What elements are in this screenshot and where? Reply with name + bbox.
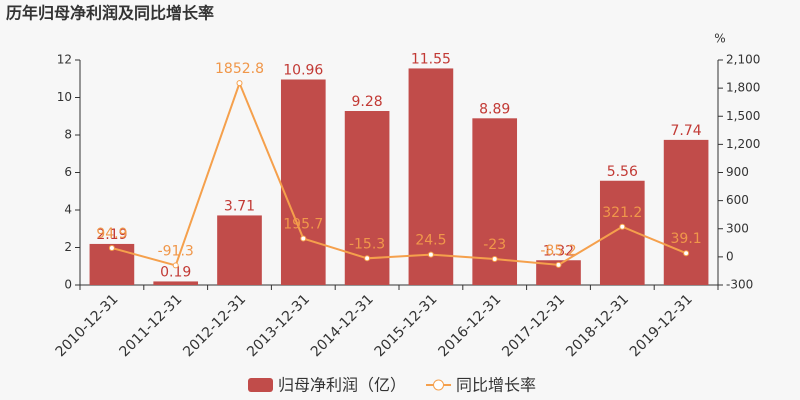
y2-tick-label: -300 — [726, 278, 753, 292]
y2-tick-label: 1,800 — [726, 81, 760, 95]
bar-value-label: 2.19 — [96, 227, 127, 243]
line-point — [172, 262, 179, 269]
line-value-label: 24.5 — [415, 233, 446, 249]
line-point — [364, 255, 371, 262]
y2-tick-label: 2,100 — [726, 53, 760, 67]
bar-value-label: 9.28 — [352, 94, 383, 110]
bar — [153, 281, 199, 285]
line-value-label: -23 — [483, 237, 506, 253]
line-value-label: 39.1 — [671, 231, 702, 247]
y2-tick-label: 300 — [726, 221, 749, 235]
bar-value-label: 3.71 — [224, 198, 255, 214]
line-point — [683, 250, 690, 257]
y2-tick-label: 1,500 — [726, 109, 760, 123]
legend-swatch — [248, 378, 273, 392]
y-tick-label: 2 — [64, 240, 72, 254]
y2-unit: % — [714, 32, 725, 46]
y-tick-label: 4 — [64, 203, 72, 217]
bar-value-label: 1.32 — [543, 243, 574, 259]
line-point — [300, 235, 307, 242]
line-point — [491, 256, 498, 263]
y-tick-label: 0 — [64, 278, 72, 292]
line — [111, 80, 687, 267]
line-value-label: 1852.8 — [215, 61, 264, 77]
bar-value-label: 0.19 — [160, 264, 191, 280]
y2-tick-label: 600 — [726, 193, 749, 207]
legend-swatch — [433, 379, 445, 391]
bar-value-label: 8.89 — [479, 101, 510, 117]
line-value-label: -91.3 — [158, 243, 194, 259]
line-point — [555, 261, 562, 268]
line-point — [619, 223, 626, 230]
bar — [280, 79, 326, 285]
bar-value-label: 10.96 — [283, 63, 323, 79]
line-value-label: -85.2 — [540, 243, 576, 259]
y2-tick-label: 0 — [726, 249, 734, 263]
chart-title: 历年归母净利润及同比增长率 — [6, 4, 214, 23]
line-point — [427, 251, 434, 258]
bar — [663, 139, 709, 285]
line-value-label: 94.9 — [96, 226, 127, 242]
y-tick-label: 12 — [57, 53, 72, 67]
line-point — [108, 244, 115, 251]
bar-value-label: 11.55 — [411, 51, 451, 67]
y2-tick-label: 1,200 — [726, 137, 760, 151]
legend-label: 归母净利润（亿） — [278, 376, 406, 395]
y2-tick-label: 900 — [726, 165, 749, 179]
bar-value-label: 5.56 — [607, 164, 638, 180]
y-tick-label: 10 — [57, 90, 72, 104]
y-tick-label: 8 — [64, 128, 72, 142]
bar-value-label: 7.74 — [671, 123, 702, 139]
y-tick-label: 6 — [64, 165, 72, 179]
legend-label: 同比增长率 — [456, 376, 536, 395]
bar — [408, 68, 454, 285]
line-point — [236, 80, 243, 87]
bar — [217, 215, 262, 285]
line-value-label: 321.2 — [602, 205, 642, 221]
line-value-label: 195.7 — [283, 217, 323, 233]
line-value-label: -15.3 — [349, 236, 385, 252]
